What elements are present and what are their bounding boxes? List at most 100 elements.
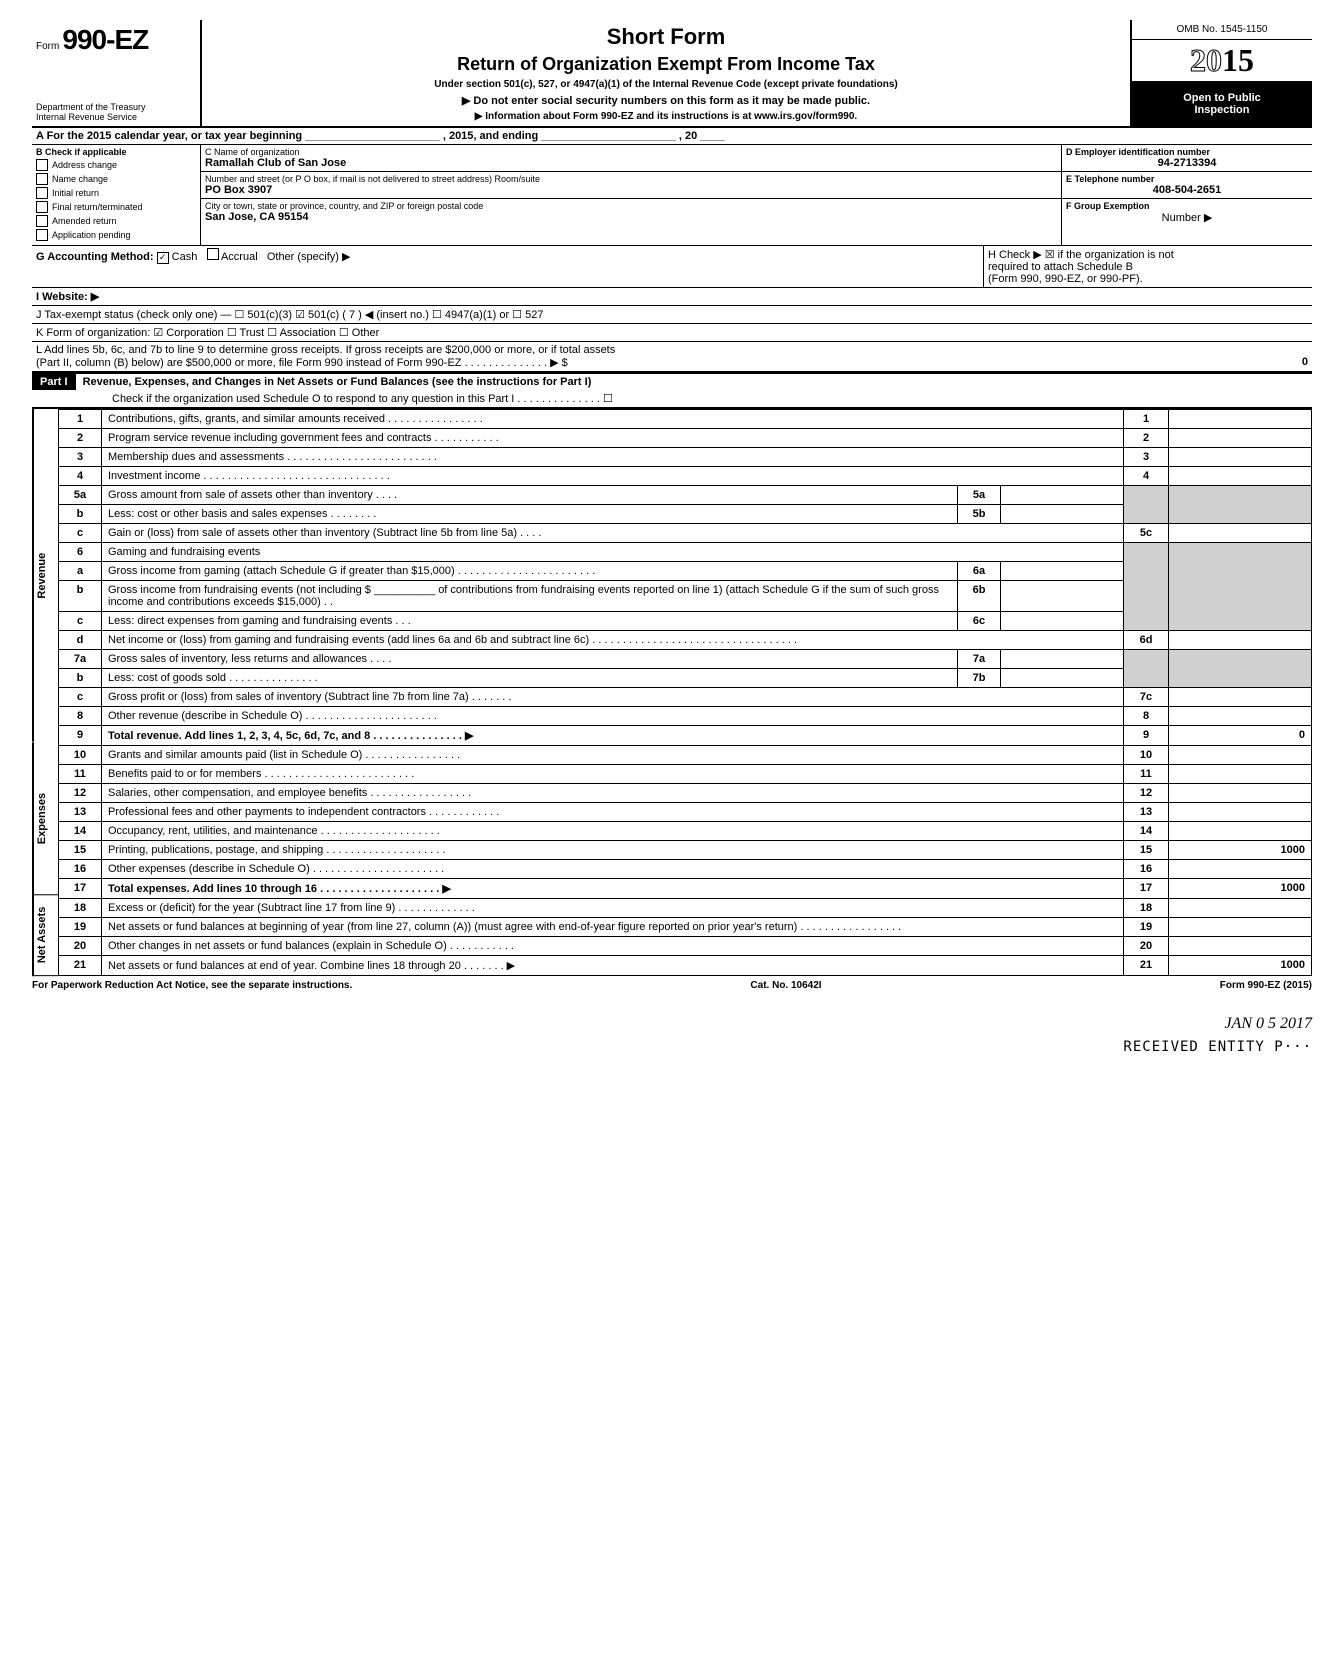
warn-ssn: ▶ Do not enter social security numbers o… (210, 94, 1122, 107)
h-line2: required to attach Schedule B (988, 261, 1308, 273)
row-a-text: A For the 2015 calendar year, or tax yea… (36, 130, 725, 142)
line-20: 20Other changes in net assets or fund ba… (59, 937, 1312, 956)
part1-grid: Revenue Expenses Net Assets 1Contributio… (32, 408, 1312, 976)
page-footer: For Paperwork Reduction Act Notice, see … (32, 976, 1312, 995)
l-line2: (Part II, column (B) below) are $500,000… (36, 356, 568, 369)
lines-table: 1Contributions, gifts, grants, and simil… (58, 409, 1312, 976)
open-to-public: Open to Public Inspection (1132, 82, 1312, 126)
c-name-label: C Name of organization (205, 147, 1057, 157)
line-6d: dNet income or (loss) from gaming and fu… (59, 631, 1312, 650)
open-line1: Open to Public (1136, 92, 1308, 104)
header-mid: Short Form Return of Organization Exempt… (202, 20, 1130, 126)
d-value: 94-2713394 (1066, 157, 1308, 169)
h-line1: H Check ▶ ☒ if the organization is not (988, 248, 1308, 261)
footer-left: For Paperwork Reduction Act Notice, see … (32, 980, 352, 991)
e-label: E Telephone number (1066, 174, 1308, 184)
line-5c: cGain or (loss) from sale of assets othe… (59, 524, 1312, 543)
c-city-block: City or town, state or province, country… (201, 199, 1061, 225)
d-ein-block: D Employer identification number 94-2713… (1062, 145, 1312, 172)
form-label: Form (36, 41, 59, 52)
subtitle: Under section 501(c), 527, or 4947(a)(1)… (210, 79, 1122, 90)
c-name-value: Ramallah Club of San Jose (205, 157, 346, 169)
line-7c: cGross profit or (loss) from sales of in… (59, 688, 1312, 707)
b-label: B Check if applicable (36, 147, 127, 157)
l-amount: 0 (1302, 356, 1308, 369)
line-16: 16Other expenses (describe in Schedule O… (59, 860, 1312, 879)
form-number: 990-EZ (62, 24, 148, 55)
form-990ez: Form 990-EZ Department of the Treasury I… (32, 20, 1312, 1055)
line-18: 18Excess or (deficit) for the year (Subt… (59, 899, 1312, 918)
d-label: D Employer identification number (1066, 147, 1308, 157)
f-group-block: F Group Exemption Number ▶ (1062, 199, 1312, 226)
omb-number: OMB No. 1545-1150 (1132, 20, 1312, 40)
cb-initial-return[interactable]: Initial return (36, 187, 196, 199)
line-9: 9Total revenue. Add lines 1, 2, 3, 4, 5c… (59, 726, 1312, 746)
col-def: D Employer identification number 94-2713… (1062, 145, 1312, 245)
h-line3: (Form 990, 990-EZ, or 990-PF). (988, 273, 1308, 285)
f-label: F Group Exemption (1066, 201, 1308, 211)
side-net-assets: Net Assets (32, 895, 58, 976)
line-3: 3Membership dues and assessments . . . .… (59, 448, 1312, 467)
date-stamp: JAN 0 5 2017 (32, 1015, 1312, 1033)
e-phone-block: E Telephone number 408-504-2651 (1062, 172, 1312, 199)
part1-header: Part I Revenue, Expenses, and Changes in… (32, 372, 1312, 408)
dept-irs: Internal Revenue Service (36, 112, 196, 122)
part1-label: Part I (32, 374, 76, 390)
line-5a: 5aGross amount from sale of assets other… (59, 486, 1312, 505)
year-suffix: 15 (1222, 42, 1254, 78)
line-14: 14Occupancy, rent, utilities, and mainte… (59, 822, 1312, 841)
cb-address-change[interactable]: Address change (36, 159, 196, 171)
line-13: 13Professional fees and other payments t… (59, 803, 1312, 822)
c-city-label: City or town, state or province, country… (205, 201, 1057, 211)
form-header: Form 990-EZ Department of the Treasury I… (32, 20, 1312, 128)
line-21: 21Net assets or fund balances at end of … (59, 956, 1312, 976)
footer-right: Form 990-EZ (2015) (1220, 980, 1312, 991)
footer-mid: Cat. No. 10642I (750, 980, 821, 991)
row-a-tax-year: A For the 2015 calendar year, or tax yea… (32, 128, 1312, 145)
g-label: G Accounting Method: (36, 251, 154, 263)
line-17: 17Total expenses. Add lines 10 through 1… (59, 879, 1312, 899)
cb-application-pending[interactable]: Application pending (36, 229, 196, 241)
e-value: 408-504-2651 (1066, 184, 1308, 196)
line-4: 4Investment income . . . . . . . . . . .… (59, 467, 1312, 486)
year-prefix: 20 (1190, 42, 1222, 78)
h-schedule-b: H Check ▶ ☒ if the organization is not r… (984, 246, 1312, 287)
c-street-value: PO Box 3907 (205, 184, 272, 196)
side-labels: Revenue Expenses Net Assets (32, 409, 58, 976)
line-19: 19Net assets or fund balances at beginni… (59, 918, 1312, 937)
cb-final-return[interactable]: Final return/terminated (36, 201, 196, 213)
line-1: 1Contributions, gifts, grants, and simil… (59, 410, 1312, 429)
line-15: 15Printing, publications, postage, and s… (59, 841, 1312, 860)
open-line2: Inspection (1136, 104, 1308, 116)
header-right: OMB No. 1545-1150 2015 Open to Public In… (1130, 20, 1312, 126)
part1-title: Revenue, Expenses, and Changes in Net As… (79, 374, 596, 390)
part1-check: Check if the organization used Schedule … (32, 390, 1312, 407)
f-sub: Number ▶ (1066, 211, 1308, 224)
row-gh: G Accounting Method: ✓ Cash Accrual Othe… (32, 246, 1312, 288)
line-8: 8Other revenue (describe in Schedule O) … (59, 707, 1312, 726)
side-revenue: Revenue (32, 409, 58, 742)
header-left: Form 990-EZ Department of the Treasury I… (32, 20, 202, 126)
l-line1: L Add lines 5b, 6c, and 7b to line 9 to … (36, 344, 1308, 356)
cb-name-change[interactable]: Name change (36, 173, 196, 185)
c-street-block: Number and street (or P O box, if mail i… (201, 172, 1061, 199)
title-return: Return of Organization Exempt From Incom… (210, 54, 1122, 75)
row-k-form-org: K Form of organization: ☑ Corporation ☐ … (32, 324, 1312, 342)
col-b-checkboxes: B Check if applicable Address change Nam… (32, 145, 201, 245)
row-i-website: I Website: ▶ (32, 288, 1312, 306)
c-street-label: Number and street (or P O box, if mail i… (205, 174, 1057, 184)
line-6: 6Gaming and fundraising events (59, 543, 1312, 562)
line-7a: 7aGross sales of inventory, less returns… (59, 650, 1312, 669)
lines-table-wrap: 1Contributions, gifts, grants, and simil… (58, 409, 1312, 976)
line-11: 11Benefits paid to or for members . . . … (59, 765, 1312, 784)
dept-treasury: Department of the Treasury (36, 102, 196, 112)
received-stamp: RECEIVED ENTITY P··· (32, 1039, 1312, 1055)
section-bcdef: B Check if applicable Address change Nam… (32, 145, 1312, 246)
c-name-block: C Name of organization Ramallah Club of … (201, 145, 1061, 172)
title-short-form: Short Form (210, 24, 1122, 50)
cb-accrual[interactable] (207, 248, 219, 260)
cb-amended-return[interactable]: Amended return (36, 215, 196, 227)
warn-info: ▶ Information about Form 990-EZ and its … (210, 111, 1122, 122)
tax-year: 2015 (1132, 40, 1312, 82)
cb-cash[interactable]: ✓ (157, 252, 169, 264)
